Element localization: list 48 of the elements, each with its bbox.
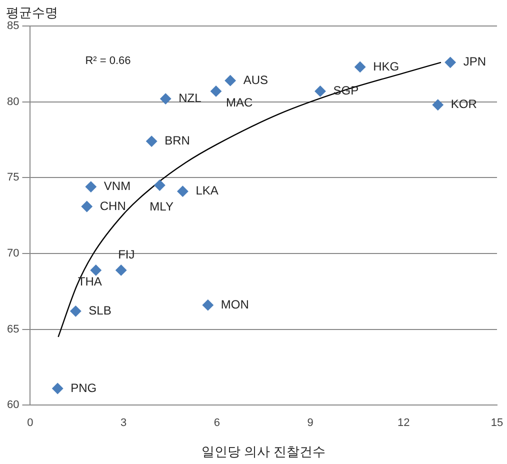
point	[85, 181, 96, 192]
annotation: MON	[220, 297, 249, 312]
point	[177, 186, 188, 197]
y-tick-label: 60	[6, 399, 20, 412]
annotation: R² = 0.66	[85, 55, 131, 68]
point	[146, 136, 158, 147]
point	[70, 306, 82, 317]
y-tick-label: 85	[6, 20, 20, 32]
point	[444, 56, 456, 68]
annotation: CHN	[100, 198, 126, 213]
x-tick-label: 6	[214, 416, 220, 429]
annotation: MAC	[226, 96, 254, 110]
point	[154, 180, 166, 191]
point	[210, 86, 222, 97]
point	[354, 61, 366, 72]
point	[314, 86, 326, 97]
y-tick-label: 80	[6, 96, 20, 108]
annotation: THA	[78, 274, 102, 289]
y-tick-label: 75	[6, 172, 20, 184]
point	[160, 93, 172, 104]
annotation: NZL	[178, 91, 202, 106]
annotation: PNG	[70, 380, 97, 395]
x-tick-label: 9	[307, 416, 314, 429]
annotation: LKA	[196, 184, 218, 198]
x-tick-label: 12	[398, 416, 410, 429]
x-tick-label: 15	[490, 416, 504, 429]
x-tick-label: 0	[27, 416, 34, 429]
y-tick-label: 70	[6, 248, 20, 260]
point	[432, 99, 444, 110]
annotation: VNM	[104, 179, 131, 194]
annotation: SLB	[88, 303, 112, 318]
point	[224, 75, 236, 86]
annotation: JPN	[463, 54, 486, 69]
annotation: KOR	[450, 97, 478, 112]
y-axis-title: 평균수명	[6, 4, 58, 21]
x-axis-title: 일인당 의사 진찰건수	[202, 444, 326, 459]
point	[202, 300, 214, 311]
annotation: MLY	[150, 200, 174, 214]
annotation: HKG	[373, 59, 400, 74]
y-tick-label: 65	[6, 323, 20, 336]
point	[116, 264, 127, 276]
point	[81, 201, 92, 212]
point	[52, 383, 64, 394]
x-tick-label: 3	[120, 416, 127, 429]
point	[90, 264, 102, 276]
annotation: FIJ	[118, 248, 135, 262]
annotation: BRN	[164, 134, 190, 148]
annotation: AUS	[243, 72, 268, 87]
